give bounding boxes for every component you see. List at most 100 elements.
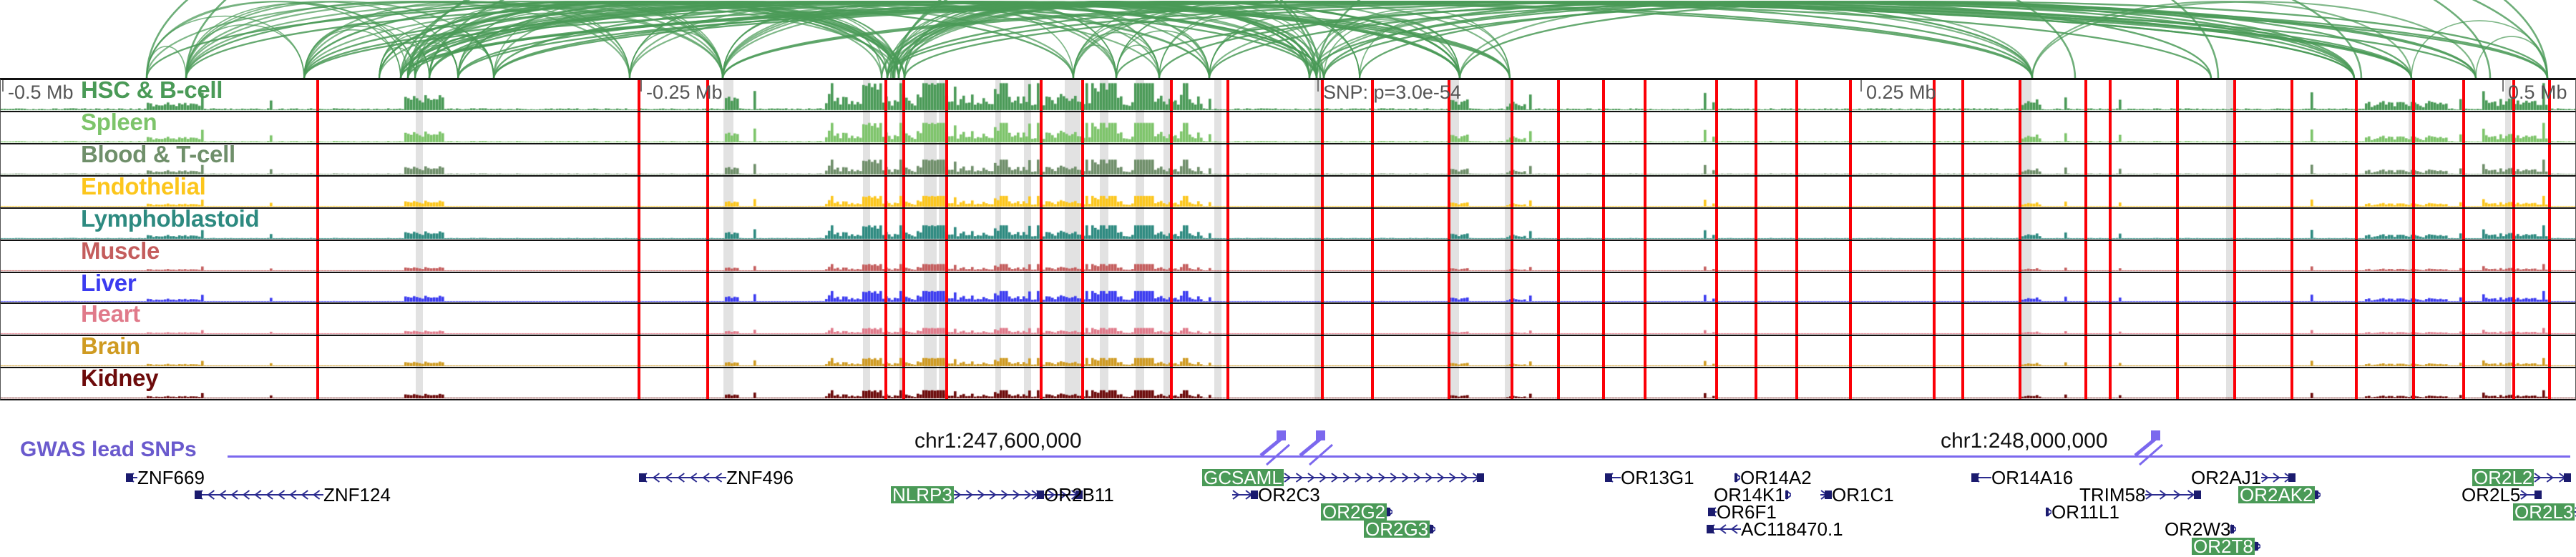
track-muscle[interactable]: Muscle (0, 240, 2576, 272)
snp-marker-line (2176, 80, 2179, 111)
snp-marker-line (1321, 209, 1324, 240)
snp-marker-line (2233, 209, 2236, 240)
snp-marker-line (1644, 144, 1646, 175)
gene-strand-arrows (2520, 490, 2542, 500)
gene-model[interactable]: TRIM58 (2079, 485, 2202, 504)
gwas-lead-snp-marker[interactable] (1259, 430, 1286, 457)
axis-tick-label: 0.25 Mb (1866, 82, 1936, 103)
gene-name: OR2W3 (2165, 518, 2231, 541)
track-kidney[interactable]: Kidney (0, 367, 2576, 400)
snp-marker-line (1795, 304, 1798, 335)
snp-marker-line (2084, 336, 2087, 367)
track-endothelial[interactable]: Endothelial (0, 175, 2576, 207)
snp-marker-line (1081, 241, 1084, 272)
snp-marker-line (2084, 144, 2087, 175)
snp-marker-line (638, 209, 640, 240)
gene-model[interactable]: OR13G1 (1605, 468, 1694, 487)
snp-marker-line (1226, 273, 1229, 302)
snp-marker-line (2548, 209, 2551, 240)
gene-model[interactable]: OR2AJ1 (2191, 467, 2296, 489)
snp-marker-line (1448, 304, 1450, 335)
snp-marker-line (1040, 273, 1043, 302)
snp-marker-line (2019, 112, 2021, 143)
snp-marker-line (1448, 273, 1450, 302)
gene-model[interactable]: OR14A2 (1730, 468, 1812, 487)
track-liver[interactable]: Liver (0, 272, 2576, 302)
snp-marker-line (1644, 336, 1646, 367)
snp-marker-line (884, 209, 887, 240)
snp-marker-line (316, 336, 319, 367)
snp-marker-line (1371, 112, 1374, 143)
track-signal (1, 304, 2575, 335)
snp-marker-line (638, 144, 640, 175)
snp-marker-line (902, 304, 905, 335)
snp-marker-line (1321, 144, 1324, 175)
gene-model[interactable]: OR2L5 (2462, 485, 2542, 504)
snp-marker-line (945, 177, 948, 207)
snp-marker-line (1371, 336, 1374, 367)
snp-marker-line (2512, 80, 2515, 111)
gene-model[interactable]: OR2G3 (1364, 518, 1438, 541)
gene-name: OR2L3 (2513, 501, 2575, 523)
gene-model[interactable]: OR2W3 (2165, 518, 2239, 541)
gene-name: OR2G2 (1321, 501, 1387, 523)
snp-marker-line (1755, 368, 1757, 399)
gene-name: OR2G3 (1364, 518, 1430, 541)
snp-marker-line (2412, 368, 2415, 399)
snp-marker-line (902, 336, 905, 367)
gene-model[interactable]: OR14A16 (1971, 468, 2073, 487)
track-blood-t-cell[interactable]: Blood & T-cell (0, 143, 2576, 175)
snp-marker-line (2084, 368, 2087, 399)
snp-marker-line (706, 112, 709, 143)
gene-model[interactable]: OR2AK2 (2238, 485, 2323, 504)
snp-marker-line (2109, 80, 2112, 111)
gene-model[interactable]: OR2T8 (2192, 536, 2263, 556)
snp-marker-line (2462, 336, 2465, 367)
gene-name: OR2AJ1 (2191, 467, 2262, 489)
gene-model[interactable]: ZNF496 (639, 468, 794, 487)
snp-marker-line (1081, 80, 1084, 111)
track-signal (1, 177, 2575, 207)
snp-marker-line (638, 336, 640, 367)
snp-marker-line (1557, 177, 1560, 207)
axis-tick (1860, 80, 1862, 92)
snp-marker-line (2084, 177, 2087, 207)
snp-marker-line (2176, 209, 2179, 240)
track-hsc-b-cell[interactable]: HSC & B-cell -0.5 Mb -0.25 Mb SNP: p=3.0e-5… (0, 79, 2576, 111)
gene-model[interactable]: OR1C1 (1820, 485, 1894, 504)
gene-model[interactable]: OR2C3 (1232, 484, 1320, 506)
gene-model[interactable]: OR6F1 (1708, 502, 1777, 521)
track-signal (1, 273, 2575, 302)
gene-model[interactable]: NLRP3 (891, 485, 1083, 504)
snp-marker-line (1448, 144, 1450, 175)
gene-model[interactable]: OR2B11 (1031, 485, 1114, 504)
snp-marker-line (1961, 336, 1964, 367)
gene-model[interactable]: OR2L3 (2513, 502, 2576, 521)
gene-model[interactable]: OR11L1 (2041, 502, 2119, 521)
gene-model[interactable]: OR2L2 (2472, 468, 2572, 487)
gene-model[interactable]: ZNF669 (126, 467, 205, 489)
track-heart[interactable]: Heart (0, 302, 2576, 335)
snp-marker-line (1715, 304, 1718, 335)
gwas-lead-snp-marker[interactable] (2134, 430, 2160, 457)
gene-strand-arrows (1708, 507, 1717, 517)
track-spleen[interactable]: Spleen (0, 111, 2576, 143)
snp-marker-line (2084, 241, 2087, 272)
gwas-lead-snp-marker[interactable] (1299, 430, 1325, 457)
gene-model[interactable]: GCSAML (1202, 468, 1484, 487)
gwas-lollipop-svg (1259, 430, 2163, 466)
gene-model[interactable]: AC118470.1 (1707, 519, 1843, 538)
gene-model[interactable]: OR2G2 (1321, 501, 1395, 523)
gene-name: OR2C3 (1258, 484, 1320, 506)
snp-marker-line (638, 241, 640, 272)
gene-name: ZNF669 (137, 467, 205, 489)
snp-marker-line (2512, 241, 2515, 272)
snp-marker-line (1321, 273, 1324, 302)
snp-marker-line (1795, 241, 1798, 272)
track-brain[interactable]: Brain (0, 335, 2576, 367)
gene-model[interactable]: ZNF124 (195, 485, 391, 504)
snp-marker-line (1226, 144, 1229, 175)
track-lymphoblastoid[interactable]: Lymphoblastoid (0, 207, 2576, 240)
snp-marker-line (2462, 177, 2465, 207)
gene-model[interactable]: OR14K1 (1714, 485, 1793, 504)
